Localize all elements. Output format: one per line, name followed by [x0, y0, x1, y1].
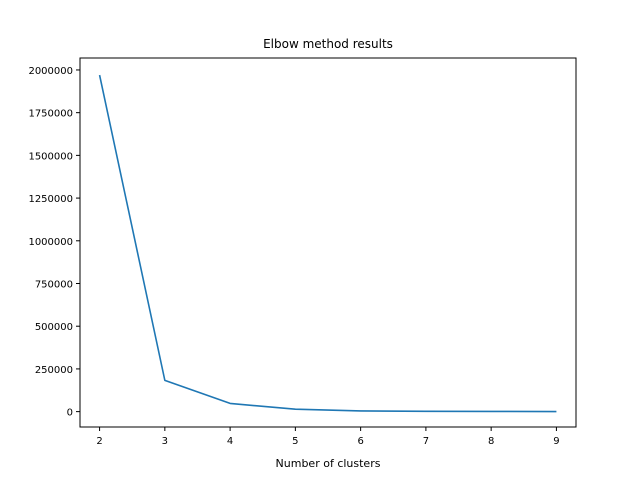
y-tick-label: 1000000	[28, 237, 73, 248]
x-tick-label: 5	[292, 436, 298, 447]
y-tick-label: 2000000	[28, 66, 73, 77]
x-tick-label: 9	[553, 436, 559, 447]
x-tick-label: 6	[357, 436, 363, 447]
y-tick-label: 250000	[35, 365, 73, 376]
x-axis-label: Number of clusters	[276, 457, 381, 470]
x-tick-label: 8	[488, 436, 494, 447]
y-tick-label: 0	[67, 408, 73, 419]
y-tick-label: 500000	[35, 322, 73, 333]
series-line	[98, 74, 557, 413]
x-tick-label: 7	[423, 436, 429, 447]
y-tick-label: 1250000	[28, 194, 73, 205]
plot-frame	[79, 57, 577, 428]
chart-title: Elbow method results	[263, 37, 393, 51]
y-tick-label: 750000	[35, 280, 73, 291]
y-axis: 0 250000 500000 750000 1000000 1250000 1500000…	[28, 66, 80, 419]
x-tick-label: 2	[96, 436, 102, 447]
x-tick-label: 3	[162, 436, 168, 447]
plot-area	[79, 57, 577, 428]
y-tick-label: 1500000	[28, 151, 73, 162]
x-tick-label: 4	[227, 436, 233, 447]
series-layer	[98, 74, 557, 413]
x-axis: 2 3 4 5 6 7 8 9	[96, 427, 560, 447]
y-tick-label: 1750000	[28, 109, 73, 120]
